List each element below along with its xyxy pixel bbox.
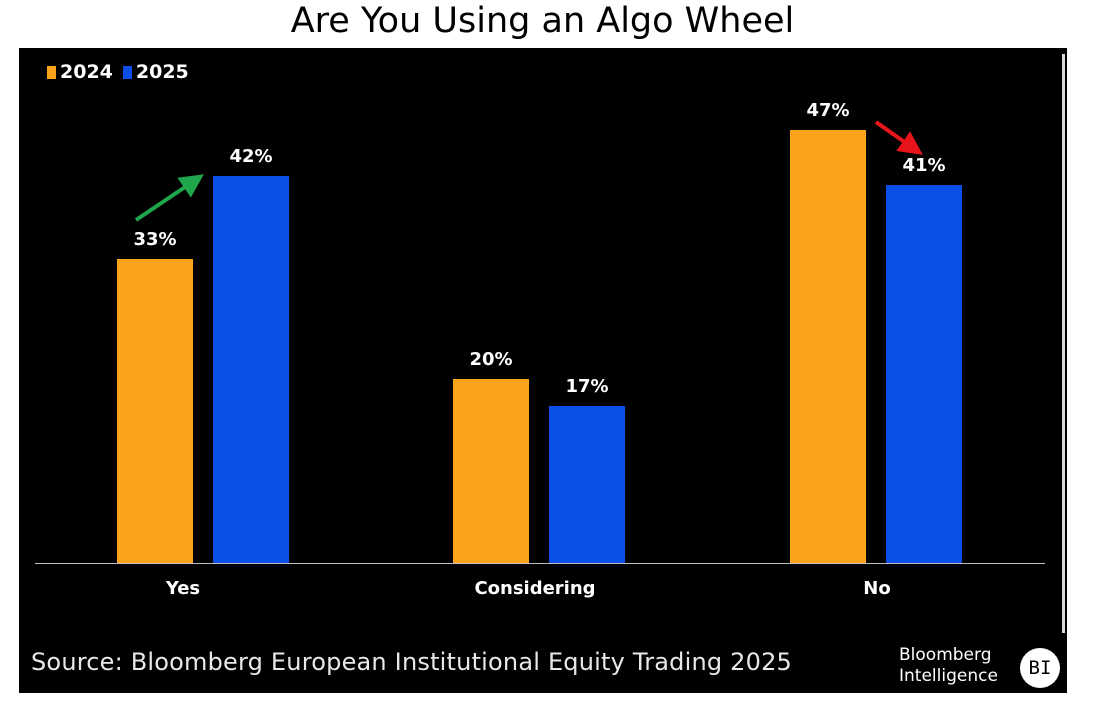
legend-label-2024: 2024	[60, 61, 113, 83]
bar-no-2025	[886, 185, 962, 563]
brand-line-1: Bloomberg	[899, 645, 992, 665]
category-label-yes: Yes	[165, 578, 201, 599]
category-label-considering: Considering	[474, 578, 596, 599]
chart-panel: 2024 2025 33% 42% 20% 17% 47% 41% Yes Conside…	[19, 48, 1067, 693]
brand-line-2: Intelligence	[899, 666, 998, 686]
bar-considering-2024	[453, 379, 529, 563]
bar-no-2024	[790, 130, 866, 563]
legend-swatch-2025	[122, 65, 132, 79]
legend-item-2024: 2024	[47, 61, 113, 83]
panel-edge-line	[1062, 54, 1065, 633]
bar-considering-2025	[549, 406, 625, 563]
value-label-considering-2024: 20%	[469, 349, 513, 370]
value-label-yes-2024: 33%	[133, 229, 177, 250]
value-label-yes-2025: 42%	[229, 146, 273, 167]
decrease-arrow-icon	[874, 120, 923, 155]
bar-yes-2025	[213, 176, 289, 563]
legend-swatch-2024	[47, 65, 56, 79]
category-label-no: No	[863, 578, 891, 599]
increase-arrow-icon	[134, 174, 204, 222]
legend: 2024 2025	[47, 61, 199, 83]
legend-label-2025: 2025	[135, 61, 189, 83]
value-label-considering-2025: 17%	[565, 376, 609, 397]
bi-logo-icon: BI	[1020, 648, 1060, 688]
bar-yes-2024	[117, 259, 193, 563]
value-label-no-2025: 41%	[902, 155, 946, 176]
chart-title: Are You Using an Algo Wheel	[290, 1, 795, 41]
source-note: Source: Bloomberg European Institutional…	[31, 648, 793, 676]
legend-item-2025: 2025	[122, 61, 189, 83]
value-label-no-2024: 47%	[806, 100, 850, 121]
x-axis-line	[35, 563, 1045, 564]
brand-logo-text: Bloomberg Intelligence	[899, 645, 998, 687]
